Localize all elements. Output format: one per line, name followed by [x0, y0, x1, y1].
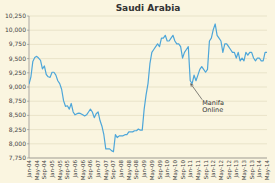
x-tick-label: Jan-11	[187, 160, 194, 178]
x-tick-label: Jan-08	[118, 160, 125, 179]
x-tick-label: May-07	[103, 160, 110, 181]
x-tick-label: Jan-12	[210, 160, 217, 178]
annotation-arrowhead	[191, 84, 194, 87]
x-tick-label: Sep-13	[249, 160, 256, 180]
x-tick-label: Jan-07	[95, 160, 102, 179]
annotation: ManifaOnline	[191, 84, 224, 115]
x-tick-label: May-06	[80, 160, 87, 181]
x-tick-label: Sep-08	[133, 160, 140, 180]
x-tick-label: May-14	[264, 160, 271, 181]
x-tick-label: Jan-04	[26, 160, 33, 179]
x-tick-label: Sep-07	[110, 160, 117, 180]
x-tick-label: May-12	[218, 160, 225, 180]
x-tick-label: Sep-04	[41, 160, 48, 180]
chart: Saudi Arabia 7,750 8,000 8,250 8,500 8,750 9,0…	[0, 0, 275, 183]
x-tick-label: May-13	[241, 160, 248, 181]
x-tick-label: May-09	[149, 160, 156, 181]
x-tick-label: Jan-05	[49, 160, 56, 179]
x-tick-label: Jan-10	[164, 160, 171, 179]
x-axis-line	[29, 158, 267, 159]
x-tick-label: Sep-09	[157, 160, 164, 180]
y-tick-label: 8,000	[9, 140, 26, 147]
y-tick-label: 9,500	[9, 55, 26, 62]
x-tick-label: Sep-12	[226, 160, 233, 179]
x-tick-label: Sep-06	[87, 160, 94, 180]
grid-line	[29, 16, 267, 17]
x-axis: Jan-04May-04Sep-04Jan-05May-05Sep-05Jan-…	[26, 160, 271, 181]
x-tick-label: Sep-10	[180, 160, 187, 180]
x-tick-label: May-08	[126, 160, 133, 181]
x-tick-label: Jan-14	[256, 160, 263, 179]
x-tick-label: May-05	[57, 160, 64, 181]
grid-line	[29, 72, 267, 73]
y-tick-label: 7,750	[9, 154, 26, 161]
y-tick-label: 10,250	[5, 12, 26, 19]
grid-line	[29, 30, 267, 31]
annotation-arrow	[191, 84, 203, 100]
grid-line	[29, 44, 267, 45]
y-axis: 7,750 8,000 8,250 8,500 8,750 9,000 9,250 9,500…	[5, 12, 29, 161]
y-tick-label: 10,000	[5, 26, 26, 33]
grid-line	[29, 115, 267, 116]
y-tick-label: 8,500	[9, 111, 26, 118]
annotation-line: Online	[202, 106, 223, 114]
y-tick-label: 8,750	[9, 97, 26, 104]
y-axis-line	[29, 16, 30, 158]
x-tick-label: Jan-09	[141, 160, 148, 179]
grid-line	[29, 143, 267, 144]
grid-line	[29, 101, 267, 102]
grid-line	[29, 129, 267, 130]
y-tick-label: 9,000	[9, 83, 26, 90]
x-tick-label: May-11	[195, 160, 202, 180]
x-tick-label: Sep-11	[203, 160, 210, 179]
x-tick-label: May-04	[34, 160, 41, 181]
grid-line	[29, 58, 267, 59]
x-tick-label: Sep-05	[64, 160, 71, 180]
grid-line	[29, 158, 267, 159]
grid	[29, 16, 267, 158]
y-tick-label: 8,250	[9, 126, 26, 133]
x-tick-label: May-10	[172, 160, 179, 181]
x-tick-label: Jan-06	[72, 160, 79, 179]
y-tick-label: 9,750	[9, 40, 26, 47]
plot-area	[29, 24, 267, 152]
annotation-text: ManifaOnline	[202, 99, 224, 115]
series-line	[29, 24, 267, 152]
title: Saudi Arabia	[116, 3, 181, 13]
y-tick-label: 9,250	[9, 69, 26, 76]
x-tick-label: Jan-13	[233, 160, 240, 179]
